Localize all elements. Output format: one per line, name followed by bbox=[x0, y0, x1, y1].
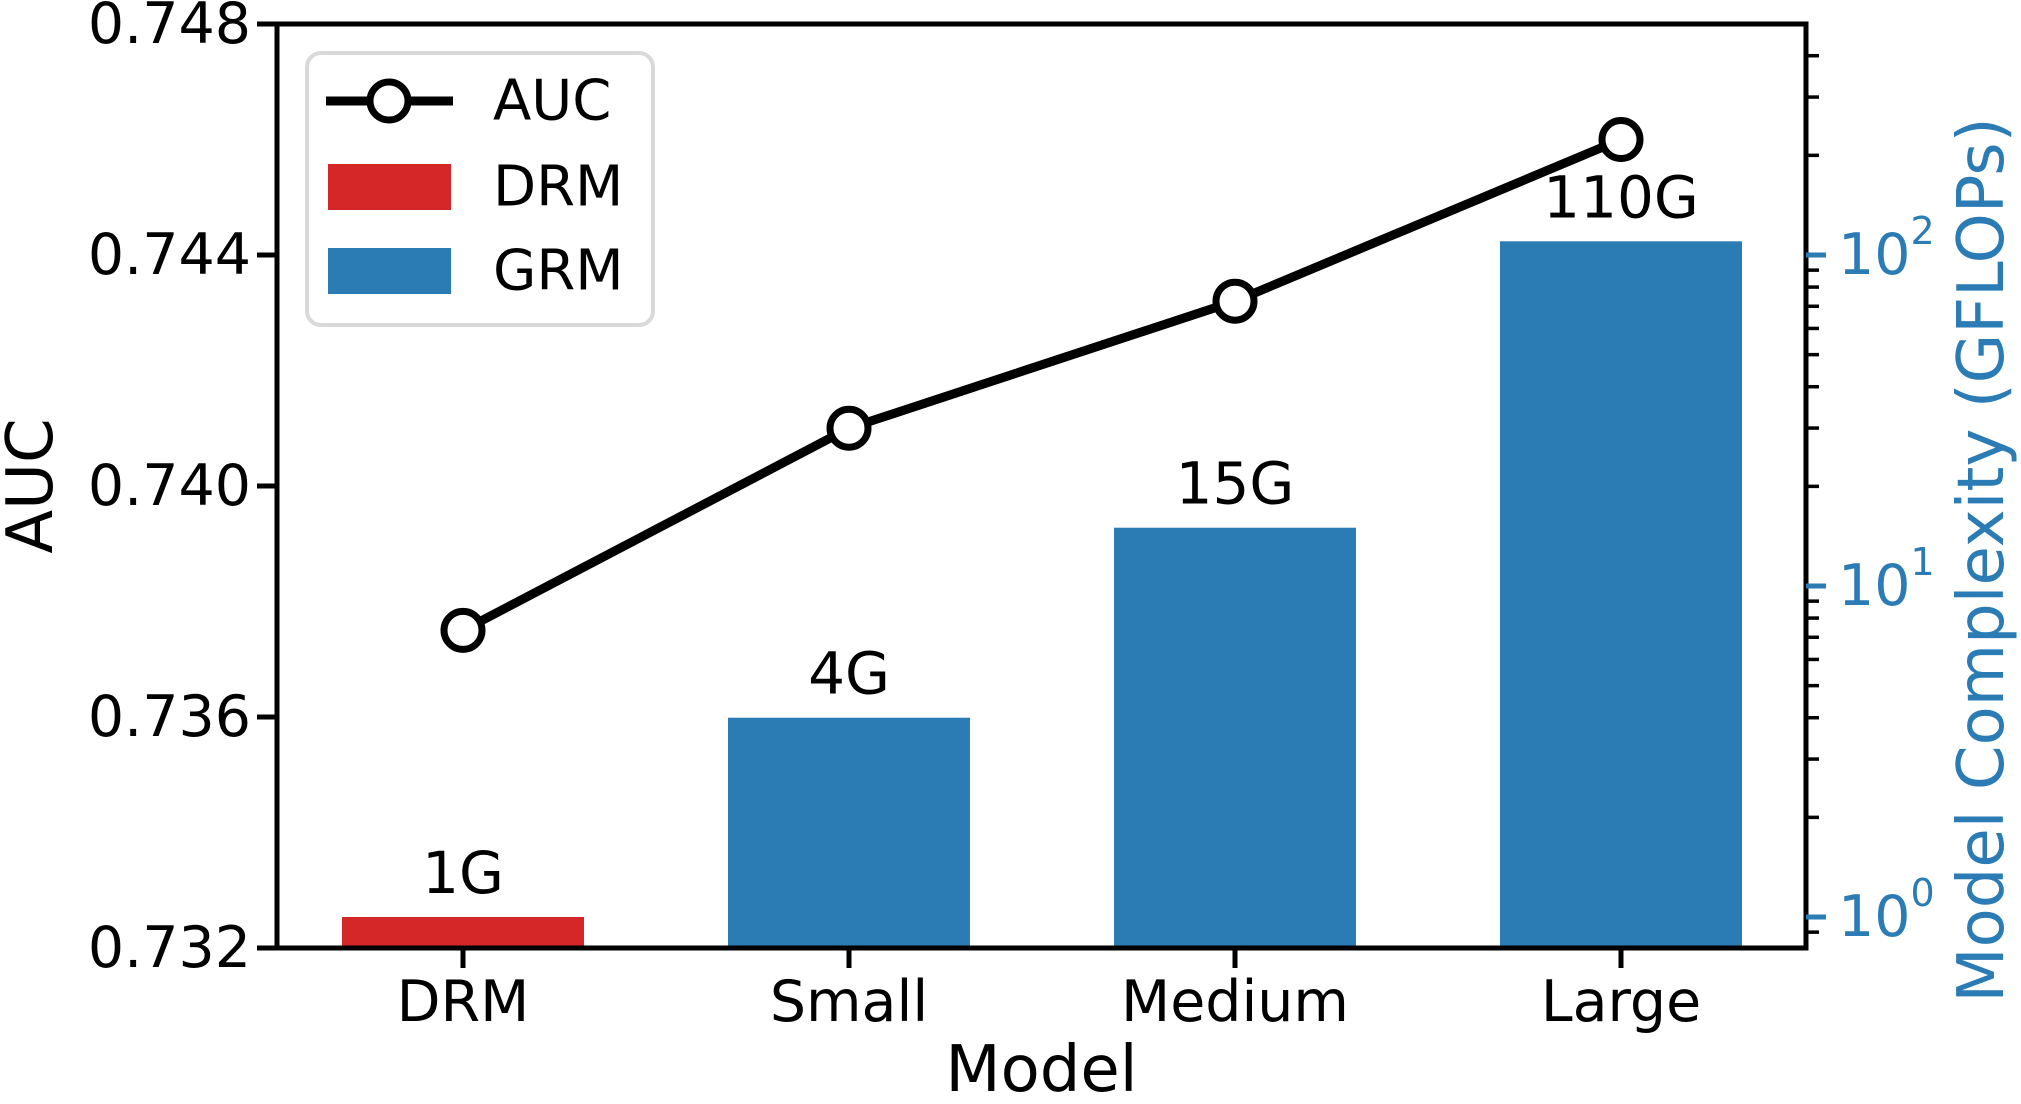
bar-value-label-Small: 4G bbox=[808, 640, 890, 708]
left-axis-title: AUC bbox=[0, 418, 68, 553]
x-axis-tick-label-Small: Small bbox=[770, 969, 928, 1035]
right-axis-title: Model Complexity (GFLOPs) bbox=[1945, 117, 2019, 1002]
legend-label-DRM: DRM bbox=[493, 155, 623, 220]
auc-marker-DRM bbox=[440, 607, 486, 653]
legend-patch-GRM bbox=[328, 248, 451, 294]
legend: AUC DRM GRM bbox=[305, 51, 655, 327]
legend-label-GRM: GRM bbox=[493, 239, 624, 304]
right-axis-tick-label: 101 bbox=[1838, 540, 1935, 619]
x-axis-tick-label-Medium: Medium bbox=[1121, 969, 1349, 1035]
bar-value-label-Medium: 15G bbox=[1176, 450, 1295, 518]
left-axis-tick-label: 0.732 bbox=[88, 915, 251, 981]
x-axis-tick-label-DRM: DRM bbox=[397, 969, 530, 1035]
auc-marker-Large bbox=[1598, 117, 1644, 162]
bar-Large bbox=[1500, 241, 1742, 949]
left-axis-tick-label: 0.740 bbox=[88, 453, 251, 519]
x-axis-title: Model bbox=[945, 1033, 1137, 1104]
legend-marker-sample bbox=[366, 78, 412, 124]
left-axis-tick-label: 0.748 bbox=[88, 0, 251, 57]
legend-label-AUC: AUC bbox=[493, 69, 611, 134]
right-axis-tick-label: 100 bbox=[1838, 871, 1935, 950]
right-axis-tick-label: 102 bbox=[1838, 209, 1935, 288]
bar-Small bbox=[728, 717, 970, 948]
left-axis-tick-label: 0.736 bbox=[88, 684, 251, 750]
left-axis-tick-label: 0.744 bbox=[88, 222, 251, 288]
legend-patch-DRM bbox=[328, 164, 451, 210]
bar-value-label-Large: 110G bbox=[1543, 163, 1699, 231]
bar-Medium bbox=[1114, 527, 1356, 948]
auc-marker-Small bbox=[826, 405, 872, 451]
auc-marker-Medium bbox=[1212, 278, 1258, 324]
x-axis-tick-label-Large: Large bbox=[1541, 969, 1701, 1035]
bar-value-label-DRM: 1G bbox=[422, 839, 504, 907]
bar-DRM bbox=[342, 917, 584, 948]
auc-line bbox=[460, 135, 1623, 635]
